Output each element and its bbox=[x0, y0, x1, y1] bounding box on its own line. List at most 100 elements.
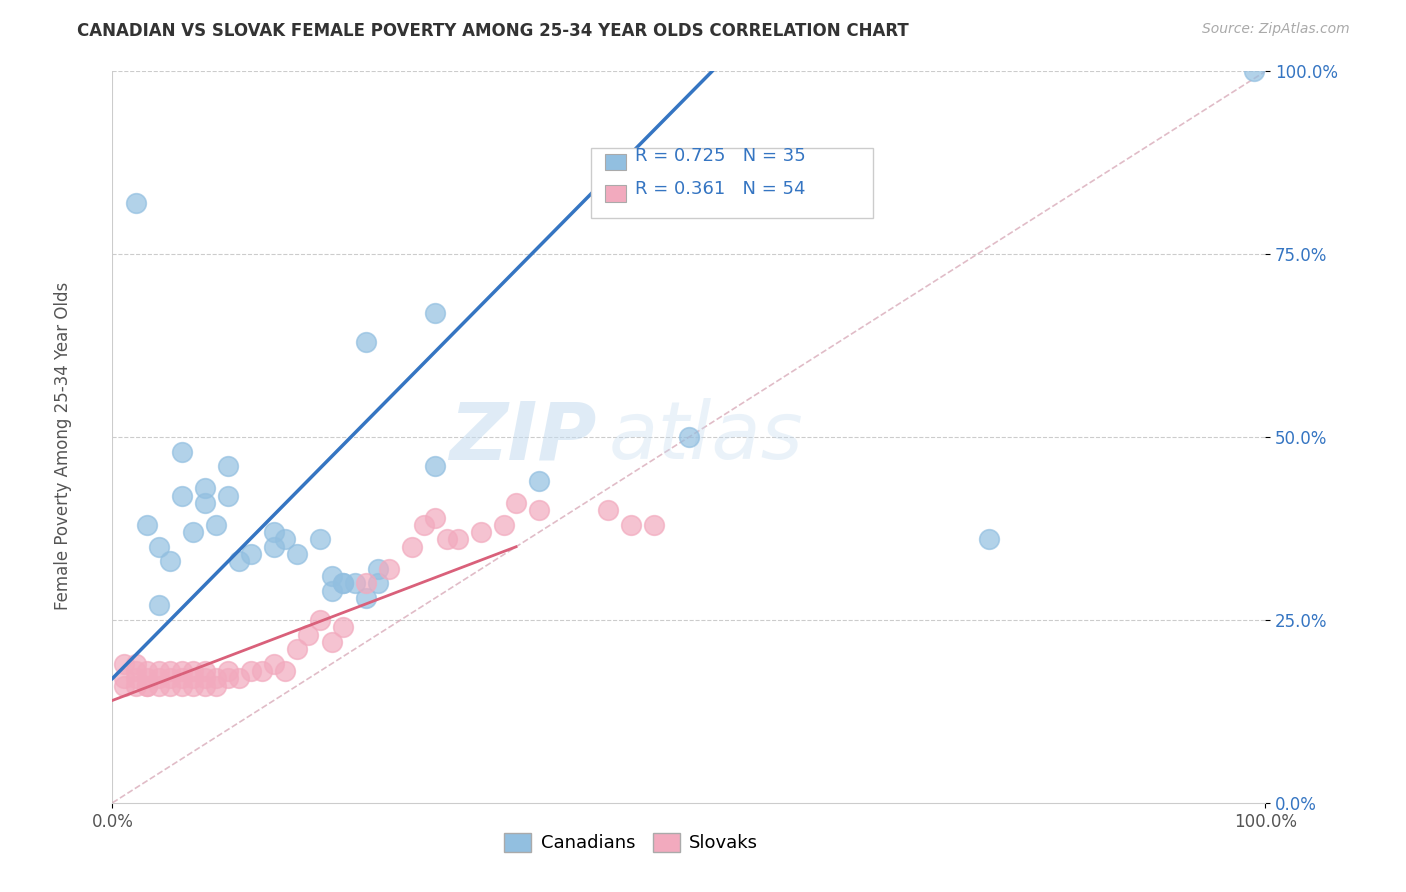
Point bbox=[425, 306, 447, 320]
Point bbox=[124, 196, 146, 211]
Point bbox=[136, 679, 159, 693]
Point bbox=[217, 459, 239, 474]
Point bbox=[205, 679, 228, 693]
Point bbox=[401, 540, 423, 554]
Point bbox=[412, 517, 434, 532]
Point bbox=[297, 627, 319, 641]
Point bbox=[181, 664, 204, 678]
Point bbox=[505, 496, 527, 510]
Point bbox=[274, 533, 297, 547]
Point bbox=[309, 533, 332, 547]
Point bbox=[170, 444, 193, 458]
Point bbox=[354, 576, 377, 591]
Point bbox=[181, 672, 204, 686]
Point bbox=[378, 562, 401, 576]
Point bbox=[124, 672, 146, 686]
Point bbox=[136, 672, 159, 686]
Point bbox=[321, 635, 343, 649]
Point bbox=[159, 679, 181, 693]
Point bbox=[124, 664, 146, 678]
Point bbox=[228, 672, 250, 686]
Point bbox=[205, 672, 228, 686]
Point bbox=[321, 569, 343, 583]
Point bbox=[494, 517, 516, 532]
Point bbox=[527, 474, 550, 488]
Point bbox=[112, 679, 135, 693]
Point bbox=[977, 533, 1000, 547]
Point bbox=[252, 664, 274, 678]
Point bbox=[148, 679, 170, 693]
Point bbox=[678, 430, 700, 444]
Point bbox=[205, 517, 228, 532]
Point bbox=[159, 554, 181, 568]
Point bbox=[447, 533, 470, 547]
Point bbox=[159, 664, 181, 678]
Point bbox=[343, 576, 366, 591]
Point bbox=[274, 664, 297, 678]
Point bbox=[527, 503, 550, 517]
FancyBboxPatch shape bbox=[591, 148, 873, 218]
Point bbox=[148, 672, 170, 686]
Point bbox=[217, 489, 239, 503]
Bar bbox=[605, 154, 626, 170]
Text: atlas: atlas bbox=[609, 398, 803, 476]
Point bbox=[332, 576, 354, 591]
Point bbox=[285, 642, 308, 657]
Point bbox=[194, 481, 217, 495]
Point bbox=[643, 517, 665, 532]
Point bbox=[470, 525, 492, 540]
Point bbox=[194, 679, 217, 693]
Point bbox=[598, 503, 620, 517]
Point bbox=[332, 620, 354, 634]
Point bbox=[136, 517, 159, 532]
Point bbox=[181, 525, 204, 540]
Point bbox=[194, 672, 217, 686]
Text: CANADIAN VS SLOVAK FEMALE POVERTY AMONG 25-34 YEAR OLDS CORRELATION CHART: CANADIAN VS SLOVAK FEMALE POVERTY AMONG … bbox=[77, 22, 910, 40]
Point bbox=[332, 576, 354, 591]
Point bbox=[425, 510, 447, 524]
Point bbox=[148, 599, 170, 613]
Text: ZIP: ZIP bbox=[450, 398, 596, 476]
Point bbox=[367, 562, 389, 576]
Point bbox=[170, 489, 193, 503]
Point bbox=[425, 459, 447, 474]
Point bbox=[354, 334, 377, 349]
Point bbox=[239, 547, 262, 561]
Point bbox=[263, 540, 285, 554]
Point bbox=[112, 657, 135, 671]
Point bbox=[124, 657, 146, 671]
Text: R = 0.361   N = 54: R = 0.361 N = 54 bbox=[634, 180, 806, 198]
Point bbox=[217, 672, 239, 686]
Point bbox=[194, 496, 217, 510]
Point bbox=[367, 576, 389, 591]
Text: Female Poverty Among 25-34 Year Olds: Female Poverty Among 25-34 Year Olds bbox=[55, 282, 72, 610]
Point bbox=[217, 664, 239, 678]
Point bbox=[136, 679, 159, 693]
Point bbox=[170, 679, 193, 693]
Point bbox=[136, 664, 159, 678]
Point bbox=[148, 664, 170, 678]
Point bbox=[436, 533, 458, 547]
Point bbox=[321, 583, 343, 598]
Point bbox=[239, 664, 262, 678]
Point bbox=[148, 540, 170, 554]
Point bbox=[124, 679, 146, 693]
Point bbox=[285, 547, 308, 561]
Point bbox=[194, 664, 217, 678]
Text: R = 0.725   N = 35: R = 0.725 N = 35 bbox=[634, 147, 806, 165]
Point bbox=[170, 672, 193, 686]
Point bbox=[620, 517, 643, 532]
Point bbox=[354, 591, 377, 605]
Point bbox=[181, 679, 204, 693]
Point bbox=[309, 613, 332, 627]
Point bbox=[228, 554, 250, 568]
Point bbox=[112, 672, 135, 686]
Text: Source: ZipAtlas.com: Source: ZipAtlas.com bbox=[1202, 22, 1350, 37]
Bar bbox=[605, 186, 626, 202]
Point bbox=[159, 672, 181, 686]
Point bbox=[170, 664, 193, 678]
Point bbox=[263, 657, 285, 671]
Point bbox=[1243, 64, 1265, 78]
Point bbox=[263, 525, 285, 540]
Legend: Canadians, Slovaks: Canadians, Slovaks bbox=[498, 826, 765, 860]
